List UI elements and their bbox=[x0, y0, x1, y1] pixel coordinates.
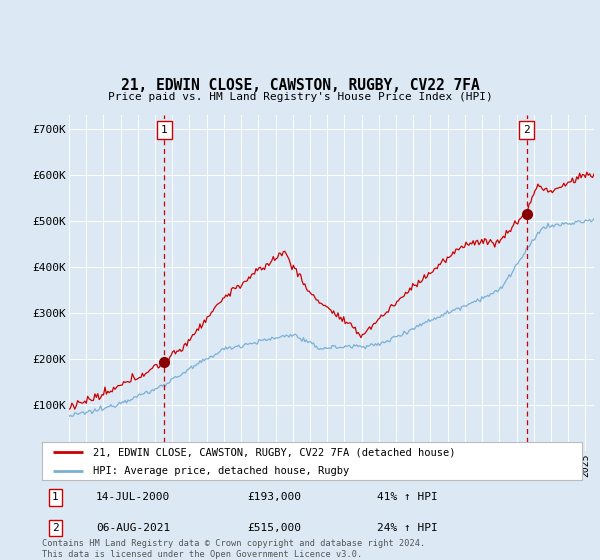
Text: 2: 2 bbox=[523, 125, 530, 135]
Text: 21, EDWIN CLOSE, CAWSTON, RUGBY, CV22 7FA: 21, EDWIN CLOSE, CAWSTON, RUGBY, CV22 7F… bbox=[121, 78, 479, 93]
Text: Contains HM Land Registry data © Crown copyright and database right 2024.
This d: Contains HM Land Registry data © Crown c… bbox=[42, 539, 425, 559]
Text: £515,000: £515,000 bbox=[247, 523, 301, 533]
Text: 1: 1 bbox=[161, 125, 168, 135]
Text: 41% ↑ HPI: 41% ↑ HPI bbox=[377, 492, 437, 502]
Text: 14-JUL-2000: 14-JUL-2000 bbox=[96, 492, 170, 502]
Text: 1: 1 bbox=[52, 492, 59, 502]
Text: HPI: Average price, detached house, Rugby: HPI: Average price, detached house, Rugb… bbox=[94, 465, 350, 475]
Text: £193,000: £193,000 bbox=[247, 492, 301, 502]
Text: 21, EDWIN CLOSE, CAWSTON, RUGBY, CV22 7FA (detached house): 21, EDWIN CLOSE, CAWSTON, RUGBY, CV22 7F… bbox=[94, 447, 456, 458]
Text: 24% ↑ HPI: 24% ↑ HPI bbox=[377, 523, 437, 533]
Text: Price paid vs. HM Land Registry's House Price Index (HPI): Price paid vs. HM Land Registry's House … bbox=[107, 92, 493, 102]
Text: 2: 2 bbox=[52, 523, 59, 533]
Text: 06-AUG-2021: 06-AUG-2021 bbox=[96, 523, 170, 533]
